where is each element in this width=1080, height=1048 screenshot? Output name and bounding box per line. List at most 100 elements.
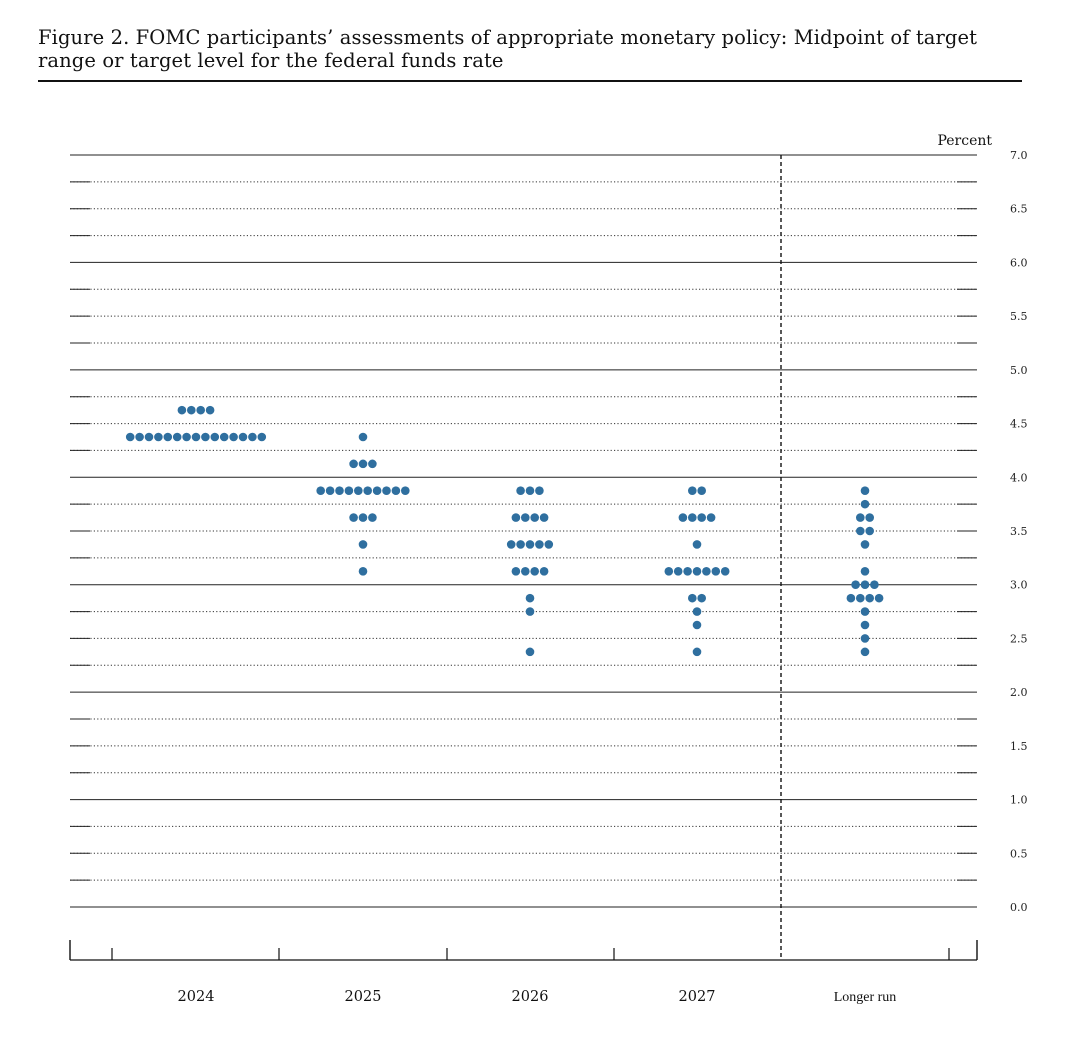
- y-tick-label: 0.5: [1010, 847, 1028, 860]
- participant-dot: [349, 513, 358, 522]
- participant-dot: [860, 566, 870, 576]
- participant-dot: [191, 432, 201, 442]
- participant-dot: [688, 593, 697, 603]
- participant-dot: [692, 607, 702, 616]
- participant-dot: [163, 432, 173, 442]
- figure-header: Figure 2. FOMC participants’ assessments…: [38, 26, 1022, 72]
- participant-dot: [860, 634, 870, 643]
- y-tick-label: 7.0: [1010, 149, 1028, 162]
- y-tick-label: 4.5: [1010, 418, 1028, 431]
- participant-dot: [706, 513, 716, 522]
- participant-dot: [870, 580, 879, 590]
- participant-dot: [154, 432, 163, 442]
- participant-dot: [144, 432, 154, 442]
- participant-dot: [860, 486, 870, 496]
- participant-dot: [382, 486, 391, 496]
- participant-dot: [506, 540, 516, 549]
- participant-dot: [344, 486, 354, 496]
- participant-dot: [525, 540, 535, 549]
- participant-dot: [860, 499, 870, 509]
- participant-dot: [673, 566, 683, 576]
- participant-dot: [860, 620, 870, 630]
- participant-dot: [516, 540, 525, 549]
- participant-dot: [521, 566, 530, 576]
- participant-dot: [372, 486, 382, 496]
- participant-dot: [201, 432, 210, 442]
- participant-dot: [860, 647, 870, 657]
- dots: [125, 405, 884, 657]
- participant-dot: [182, 432, 191, 442]
- participant-dot: [692, 566, 702, 576]
- participant-dot: [316, 486, 326, 496]
- participant-dot: [697, 486, 706, 496]
- participant-dot: [865, 526, 874, 536]
- participant-dot: [688, 513, 697, 522]
- participant-dot: [135, 432, 144, 442]
- participant-dot: [368, 513, 377, 522]
- participant-dot: [210, 432, 220, 442]
- participant-dot: [368, 459, 377, 469]
- participant-dot: [358, 540, 368, 549]
- participant-dot: [535, 540, 544, 549]
- participant-dot: [521, 513, 530, 522]
- participant-dot: [697, 513, 706, 522]
- participant-dot: [358, 432, 368, 442]
- participant-dot: [874, 593, 884, 603]
- participant-dot: [358, 459, 368, 469]
- participant-dot: [177, 405, 187, 415]
- y-tick-label: 1.0: [1010, 794, 1028, 807]
- y-tick-label: 6.5: [1010, 203, 1028, 216]
- participant-dot: [525, 607, 535, 616]
- participant-dot: [349, 459, 358, 469]
- participant-dot: [692, 647, 702, 657]
- participant-dot: [702, 566, 711, 576]
- y-axis-title: Percent: [937, 133, 992, 149]
- x-category-label: 2026: [512, 989, 549, 1005]
- participant-dot: [229, 432, 238, 442]
- participant-dot: [688, 486, 697, 496]
- participant-dot: [125, 432, 135, 442]
- y-tick-label: 0.0: [1010, 901, 1028, 914]
- participant-dot: [865, 593, 874, 603]
- participant-dot: [720, 566, 730, 576]
- participant-dot: [358, 513, 368, 522]
- participant-dot: [692, 540, 702, 549]
- participant-dot: [238, 432, 248, 442]
- participant-dot: [860, 607, 870, 616]
- participant-dot: [172, 432, 182, 442]
- participant-dot: [851, 580, 860, 590]
- participant-dot: [530, 513, 539, 522]
- participant-dot: [856, 526, 865, 536]
- participant-dot: [525, 647, 535, 657]
- participant-dot: [219, 432, 229, 442]
- participant-dot: [860, 540, 870, 549]
- participant-dot: [678, 513, 688, 522]
- labels: 7.0 6.5 6.0 5.5 5.0 4.5 4.0 3.5 3.0 2.5 2.0 1.5 1.0 0…: [178, 133, 1028, 1005]
- participant-dot: [354, 486, 363, 496]
- axes: [69, 155, 978, 961]
- x-category-label: 2025: [345, 989, 382, 1005]
- y-tick-label: 3.0: [1010, 579, 1028, 592]
- participant-dot: [846, 593, 856, 603]
- participant-dot: [401, 486, 410, 496]
- participant-dot: [692, 620, 702, 630]
- y-tick-label: 5.5: [1010, 310, 1028, 323]
- title-rule: [38, 80, 1022, 82]
- participant-dot: [248, 432, 257, 442]
- participant-dot: [187, 405, 196, 415]
- participant-dot: [525, 593, 535, 603]
- participant-dot: [544, 540, 554, 549]
- participant-dot: [511, 566, 521, 576]
- y-tick-label: 1.5: [1010, 740, 1028, 753]
- participant-dot: [391, 486, 401, 496]
- participant-dot: [697, 593, 706, 603]
- participant-dot: [530, 566, 539, 576]
- participant-dot: [257, 432, 267, 442]
- participant-dot: [711, 566, 721, 576]
- participant-dot: [511, 513, 521, 522]
- participant-dot: [525, 486, 535, 496]
- participant-dot: [856, 513, 865, 522]
- participant-dot: [539, 566, 549, 576]
- participant-dot: [535, 486, 544, 496]
